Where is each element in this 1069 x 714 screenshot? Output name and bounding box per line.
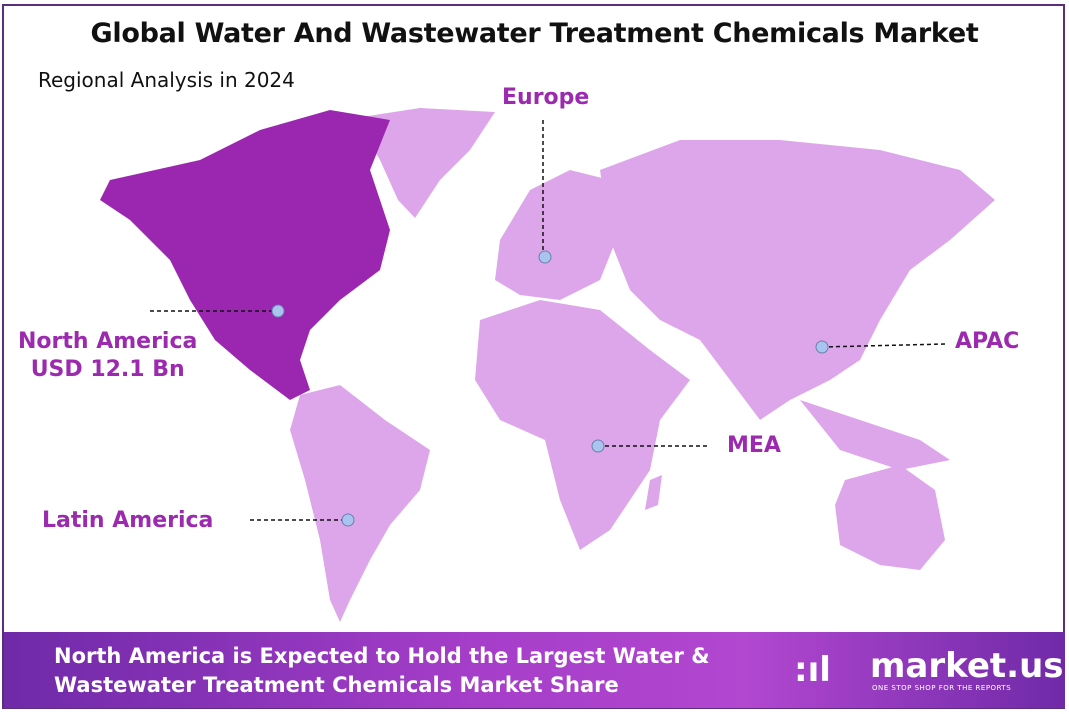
latin-america-marker	[341, 513, 355, 527]
apac-label: APAC	[955, 329, 1020, 354]
asia	[600, 140, 995, 420]
footer-line-2: Wastewater Treatment Chemicals Market Sh…	[54, 673, 619, 697]
africa	[475, 300, 690, 550]
greenland	[355, 108, 495, 218]
footer-banner: North America is Expected to Hold the La…	[4, 632, 1065, 708]
mea-marker	[591, 439, 605, 453]
page-subtitle: Regional Analysis in 2024	[38, 68, 295, 92]
southeast-asia	[800, 400, 950, 470]
region-name: North America	[18, 329, 198, 354]
europe-label: Europe	[502, 85, 590, 110]
footer-line-1: North America is Expected to Hold the La…	[54, 644, 710, 668]
logo-tagline: ONE STOP SHOP FOR THE REPORTS	[872, 684, 1012, 692]
europe-marker	[538, 250, 552, 264]
europe	[495, 170, 620, 300]
footer-text: North America is Expected to Hold the La…	[54, 642, 710, 700]
infographic-frame	[2, 4, 1065, 709]
logo-mark-icon: :ıl	[794, 650, 831, 690]
logo-name: market.us	[870, 646, 1064, 686]
region-value: USD 12.1 Bn	[30, 357, 185, 382]
page-title: Global Water And Wastewater Treatment Ch…	[90, 18, 979, 49]
north-america-marker	[271, 304, 285, 318]
latin-america-label: Latin America	[42, 508, 214, 533]
north-america-label: North America USD 12.1 Bn	[18, 328, 197, 384]
south-america	[290, 385, 430, 622]
madagascar	[645, 475, 662, 510]
australia	[835, 465, 945, 570]
mea-label: MEA	[727, 433, 781, 458]
apac-marker	[815, 340, 829, 354]
north-america	[100, 110, 390, 400]
